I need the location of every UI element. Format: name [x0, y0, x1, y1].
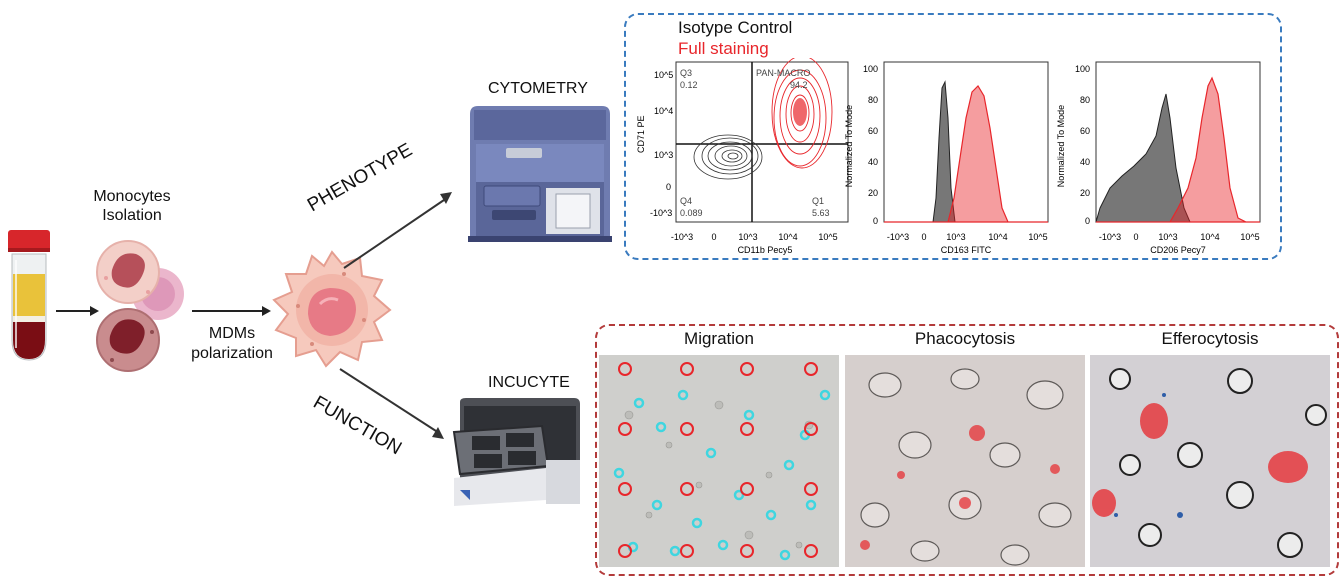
- contour-x-axis-label: CD11b Pecy5: [738, 245, 793, 255]
- contour-y-tick-3: 0: [666, 182, 671, 192]
- q4-label: Q4: [680, 196, 692, 206]
- hist1-x-tick-4: 10^5: [1028, 232, 1047, 242]
- arrow-phenotype: [343, 192, 452, 269]
- hist2-y-axis-label: Normalized To Mode: [1056, 105, 1066, 187]
- hist1-y-tick-4: 20: [868, 188, 878, 198]
- q1-label: Q1: [812, 196, 824, 206]
- hist2-y-tick-2: 60: [1080, 126, 1090, 136]
- migration-micrograph: [599, 355, 839, 567]
- hist1-x-tick-1: 0: [921, 232, 926, 242]
- gate-value: 94.2: [790, 80, 808, 90]
- legend-full: Full staining: [678, 39, 769, 58]
- cytometer-icon: [468, 106, 612, 242]
- arrow-to-monocytes: [56, 306, 99, 316]
- monocytes-icon: [96, 240, 184, 372]
- contour-x-tick-0: -10^3: [671, 232, 693, 242]
- contour-x-tick-1: 0: [711, 232, 716, 242]
- monocytes-label-line1: Monocytes: [93, 188, 171, 205]
- q4-value: 0.089: [680, 208, 703, 218]
- phagocytosis-title: Phacocytosis: [914, 329, 1016, 348]
- histogram-cd163: Normalized To Mode CD163 FITC 100 80 60 …: [844, 61, 1049, 255]
- hist1-x-axis-label: CD163 FITC: [941, 245, 992, 255]
- monocytes-label-line2: Isolation: [102, 207, 162, 224]
- hist2-x-tick-3: 10^4: [1200, 232, 1219, 242]
- contour-y-tick-0: 10^5: [654, 70, 673, 80]
- blood-tube-icon: [8, 230, 50, 361]
- hist1-y-tick-1: 80: [868, 95, 878, 105]
- macrophage-icon: [272, 250, 392, 368]
- efferocytosis-micrograph: [1090, 355, 1330, 567]
- arrow-to-macrophage: [192, 306, 271, 316]
- hist1-y-tick-3: 40: [868, 157, 878, 167]
- hist2-x-tick-0: -10^3: [1099, 232, 1121, 242]
- contour-y-tick-4: -10^3: [650, 208, 672, 218]
- mdm-label-line1: MDMs: [208, 325, 256, 342]
- mdm-label-line2: polarization: [191, 345, 273, 362]
- contour-x-tick-3: 10^4: [778, 232, 797, 242]
- arrow-function: [339, 368, 444, 439]
- q1-value: 5.63: [812, 208, 830, 218]
- hist2-x-axis-label: CD206 Pecy7: [1150, 245, 1206, 255]
- contour-y-tick-1: 10^4: [654, 106, 673, 116]
- hist2-x-tick-4: 10^5: [1240, 232, 1259, 242]
- efferocytosis-title: Efferocytosis: [1161, 329, 1259, 348]
- phagocytosis-micrograph: [845, 355, 1085, 567]
- incucyte-label: INCUCYTE: [488, 374, 570, 391]
- hist1-y-axis-label: Normalized To Mode: [844, 105, 854, 187]
- histogram-cd206: Normalized To Mode CD206 Pecy7 100 80 60…: [1056, 61, 1261, 255]
- assay-results-box: [595, 324, 1339, 576]
- hist2-y-tick-3: 40: [1080, 157, 1090, 167]
- hist2-y-tick-1: 80: [1080, 95, 1090, 105]
- contour-y-tick-2: 10^3: [654, 150, 673, 160]
- hist2-y-tick-0: 100: [1075, 64, 1090, 74]
- q3-value: 0.12: [680, 80, 698, 90]
- hist1-x-tick-3: 10^4: [988, 232, 1007, 242]
- contour-x-tick-4: 10^5: [818, 232, 837, 242]
- hist1-y-tick-5: 0: [873, 216, 878, 226]
- hist1-x-tick-0: -10^3: [887, 232, 909, 242]
- cytometry-label: CYTOMETRY: [488, 80, 588, 97]
- contour-plot: CD71 PE CD11b Pecy5 10^5 10^4 10^3 0 -10…: [636, 58, 849, 255]
- contour-x-tick-2: 10^3: [738, 232, 757, 242]
- contour-y-axis-label: CD71 PE: [636, 115, 646, 153]
- cytometry-results-box: [624, 13, 1282, 260]
- hist2-y-tick-4: 20: [1080, 188, 1090, 198]
- hist1-y-tick-0: 100: [863, 64, 878, 74]
- hist2-x-tick-1: 0: [1133, 232, 1138, 242]
- migration-title: Migration: [684, 329, 754, 348]
- q3-label: Q3: [680, 68, 692, 78]
- incucyte-icon: [452, 398, 580, 506]
- hist2-x-tick-2: 10^3: [1158, 232, 1177, 242]
- legend-isotype: Isotype Control: [678, 18, 793, 37]
- hist2-y-tick-5: 0: [1085, 216, 1090, 226]
- hist1-x-tick-2: 10^3: [946, 232, 965, 242]
- gate-label: PAN-MACRO: [756, 68, 810, 78]
- hist1-y-tick-2: 60: [868, 126, 878, 136]
